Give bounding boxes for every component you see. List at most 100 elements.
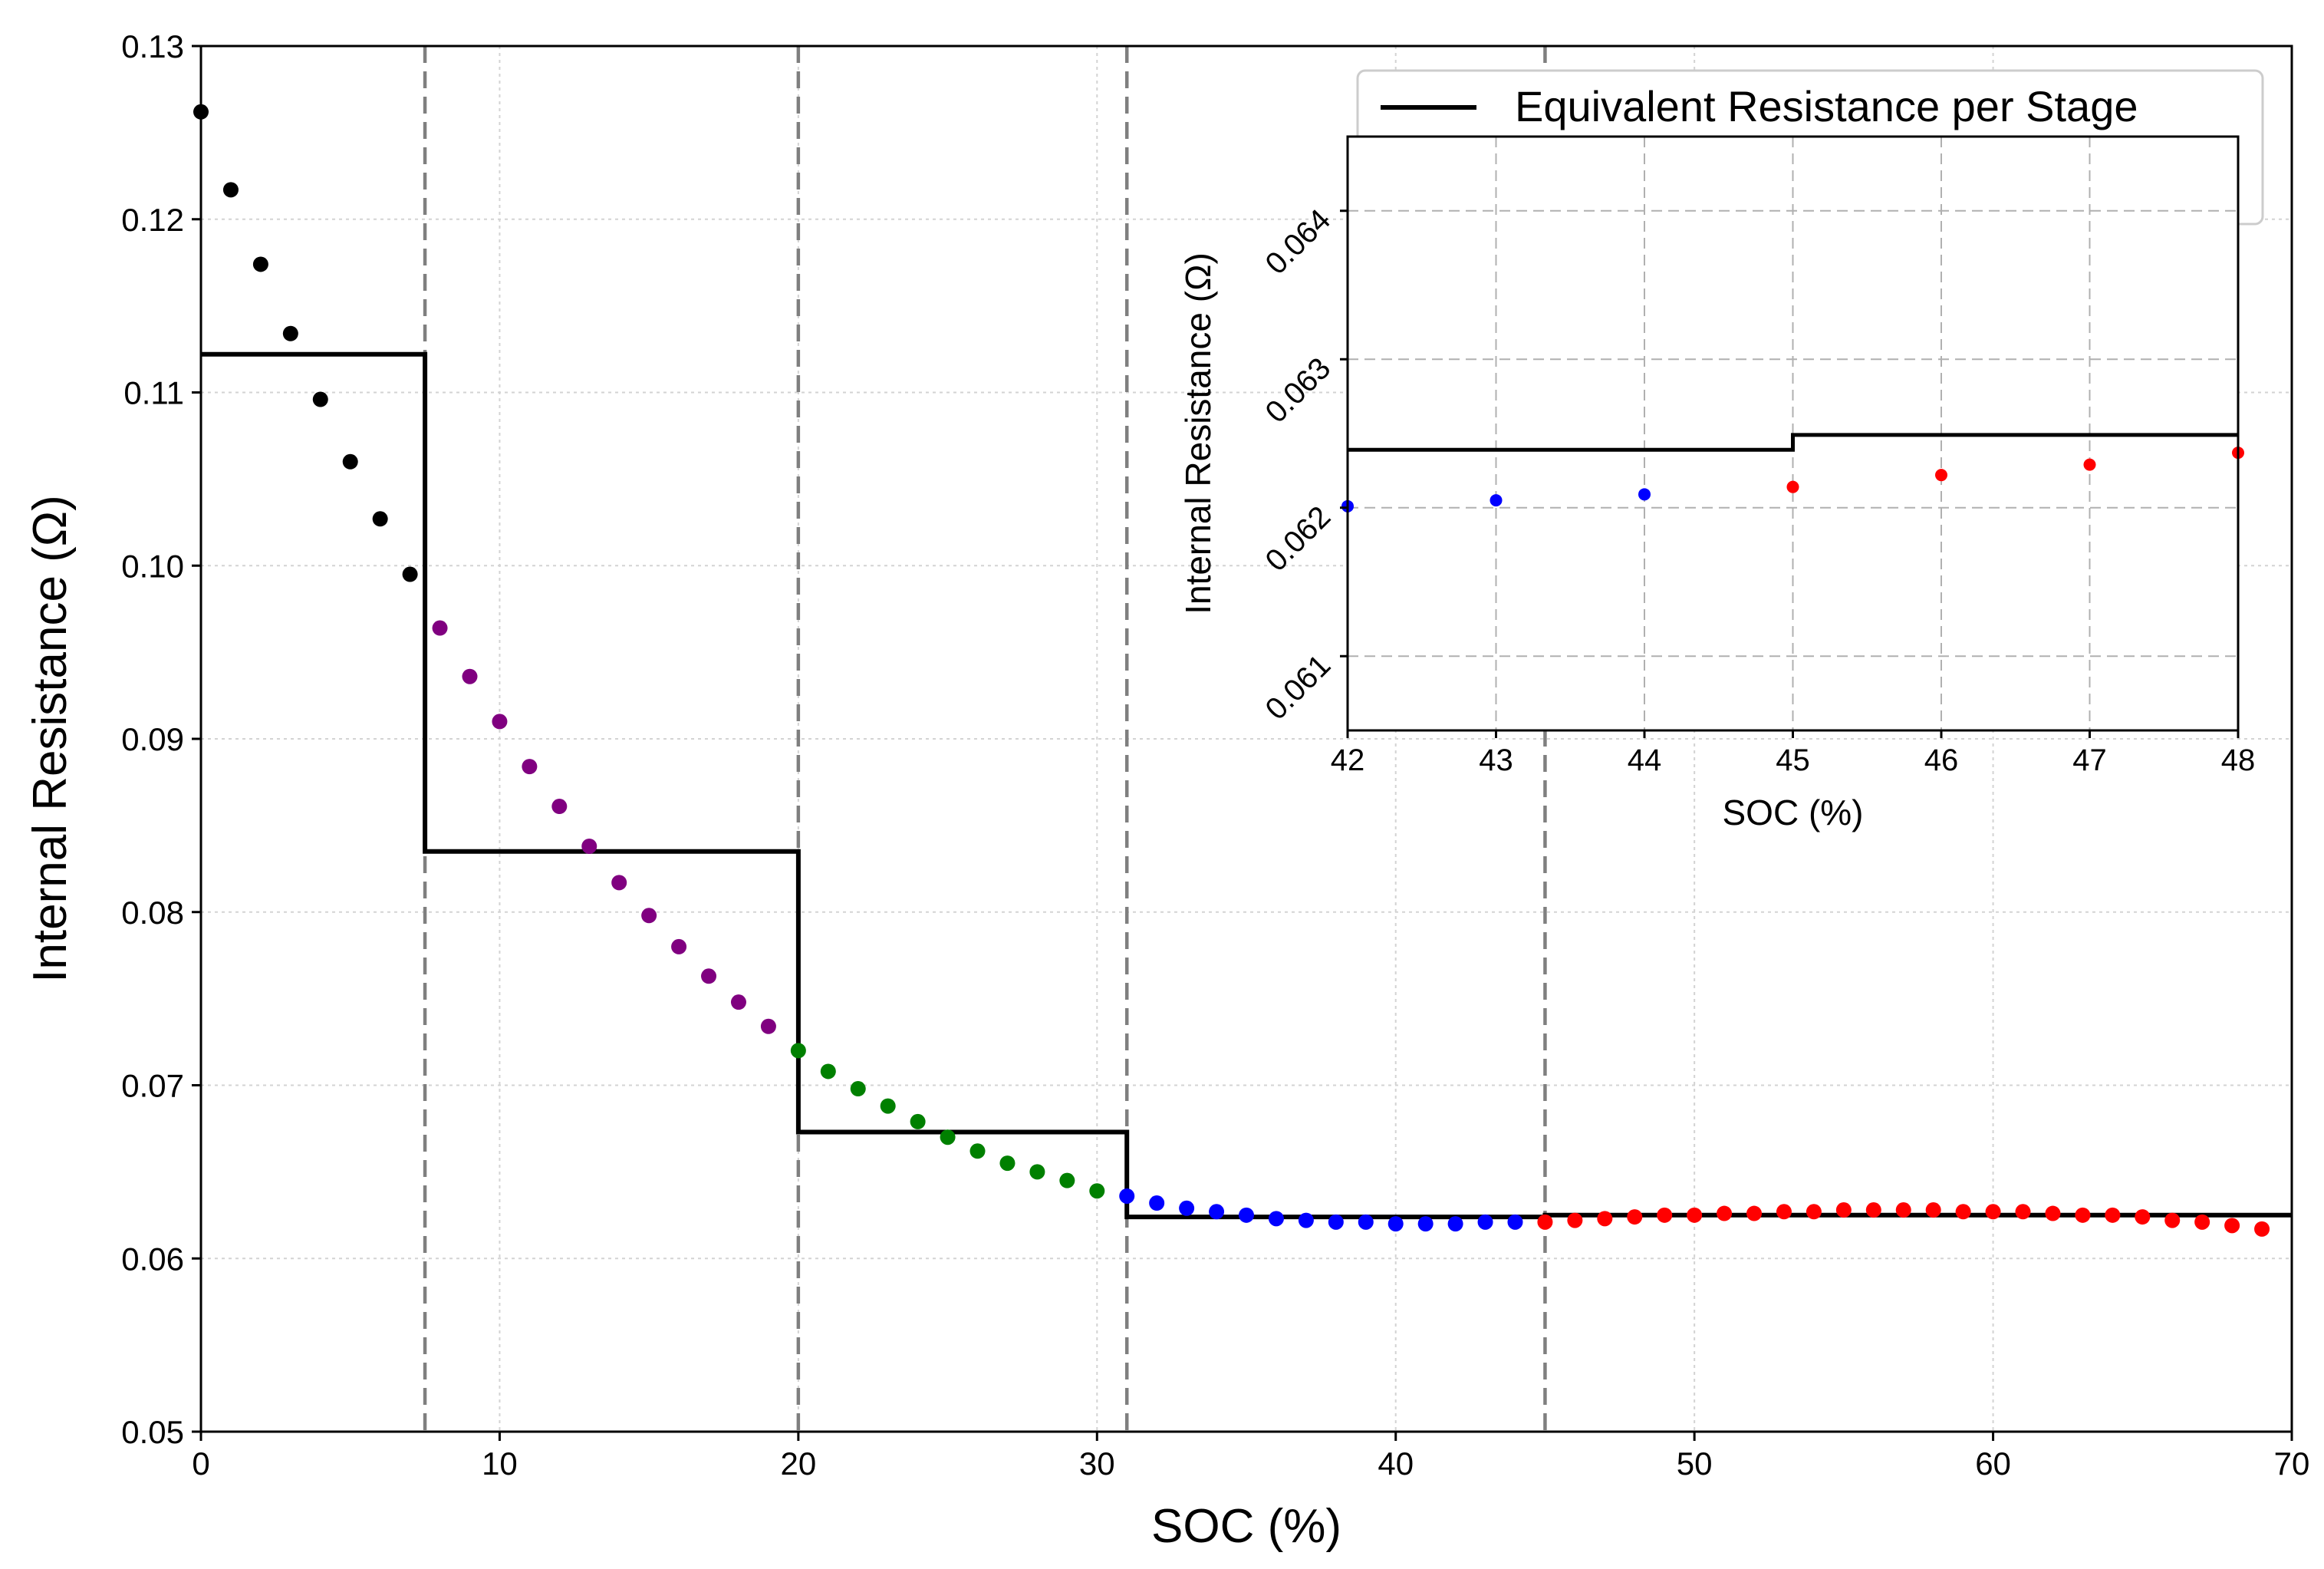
x-axis-label: SOC (%): [1151, 1500, 1341, 1553]
stage-5-point: [1597, 1211, 1613, 1227]
stage-4-point: [1447, 1216, 1463, 1232]
stage-1-point: [252, 256, 268, 272]
x-tick-label: 44: [1628, 743, 1662, 777]
stage-3-point: [940, 1129, 956, 1145]
stage-3-point: [1089, 1183, 1105, 1199]
stage-1-point: [312, 391, 328, 407]
stage-4-point: [1239, 1207, 1254, 1223]
x-tick-label: 0: [192, 1445, 209, 1482]
y-tick-label: 0.11: [123, 375, 184, 411]
stage-2-point: [641, 908, 657, 924]
stage-5-point: [2135, 1209, 2151, 1225]
stage-2-point: [581, 838, 597, 854]
stage-5-point: [2224, 1218, 2240, 1234]
stage-2-point: [551, 799, 568, 815]
stage-4-point: [1119, 1188, 1135, 1204]
stage-5-point: [1895, 1202, 1911, 1218]
stage-4-point: [1490, 494, 1503, 507]
stage-4-point: [1209, 1204, 1225, 1220]
stage-1-point: [372, 511, 388, 527]
stage-2-point: [730, 994, 746, 1010]
stage-4-point: [1477, 1214, 1493, 1230]
stage-5-point: [2045, 1205, 2061, 1221]
stage-3-point: [969, 1143, 986, 1159]
stage-5-point: [1935, 469, 1947, 482]
x-tick-label: 70: [2274, 1445, 2310, 1482]
stage-5-point: [1955, 1204, 1971, 1220]
y-axis-label: Internal Resistance (Ω): [24, 495, 77, 983]
x-tick-label: 20: [780, 1445, 816, 1482]
stage-4-point: [1298, 1212, 1314, 1228]
stage-5-point: [1985, 1204, 2001, 1220]
stage-3-point: [880, 1098, 896, 1114]
stage-2-point: [522, 759, 538, 775]
y-tick-label: 0.06: [121, 1241, 184, 1277]
stage-3-point: [1029, 1164, 1045, 1180]
stage-5-point: [2254, 1221, 2270, 1237]
stage-4-point: [1417, 1216, 1434, 1232]
stage-5-point: [2015, 1204, 2031, 1220]
stage-5-point: [2194, 1214, 2210, 1230]
y-tick-label: 0.08: [121, 895, 184, 931]
y-tick-label: 0.09: [121, 721, 184, 757]
x-tick-label: 48: [2221, 743, 2256, 777]
x-tick-label: 40: [1378, 1445, 1414, 1482]
stage-5-point: [1657, 1207, 1673, 1223]
stage-5-point: [1806, 1204, 1822, 1220]
stage-2-point: [611, 875, 627, 891]
stage-5-point: [2083, 458, 2096, 471]
stage-5-point: [1786, 480, 1799, 493]
x-tick-label: 30: [1079, 1445, 1115, 1482]
stage-5-point: [1746, 1205, 1763, 1221]
stage-2-point: [671, 938, 687, 954]
stage-1-point: [282, 325, 298, 341]
stage-2-point: [462, 668, 478, 684]
stage-4-point: [1358, 1214, 1374, 1230]
stage-4-point: [1507, 1214, 1523, 1230]
x-tick-label: 43: [1479, 743, 1513, 777]
stage-3-point: [1059, 1172, 1075, 1188]
x-tick-label: 46: [1924, 743, 1959, 777]
y-tick-label: 0.10: [121, 548, 184, 584]
stage-5-point: [1717, 1205, 1733, 1221]
stage-1-point: [222, 182, 239, 198]
stage-2-point: [760, 1018, 776, 1034]
x-tick-label: 45: [1776, 743, 1810, 777]
stage-1-point: [342, 453, 358, 470]
x-axis-label: SOC (%): [1723, 793, 1864, 832]
stage-3-point: [790, 1043, 806, 1059]
stage-3-point: [820, 1063, 836, 1080]
stage-5-point: [1537, 1214, 1553, 1230]
stage-4-point: [1179, 1200, 1195, 1216]
x-tick-label: 47: [2072, 743, 2107, 777]
y-tick-label: 0.05: [121, 1414, 184, 1450]
x-tick-label: 60: [1975, 1445, 2011, 1482]
stage-3-point: [910, 1113, 926, 1129]
stage-5-point: [2164, 1212, 2181, 1228]
stage-4-point: [1268, 1211, 1284, 1227]
stage-2-point: [701, 968, 717, 984]
stage-5-point: [1865, 1202, 1881, 1218]
stage-4-point: [1149, 1195, 1165, 1211]
x-tick-label: 50: [1677, 1445, 1713, 1482]
y-axis-label: Internal Resistance (Ω): [1178, 252, 1218, 615]
stage-5-point: [1567, 1212, 1583, 1228]
stage-5-point: [1687, 1207, 1703, 1223]
stage-2-point: [432, 620, 448, 636]
stage-5-point: [2075, 1207, 2091, 1223]
equivalent-resistance-step-line: [1348, 433, 2238, 452]
stage-5-point: [1835, 1202, 1852, 1218]
legend-label: Equivalent Resistance per Stage: [1515, 82, 2138, 130]
stage-5-point: [1776, 1204, 1792, 1220]
stage-5-point: [1925, 1202, 1941, 1218]
y-tick-label: 0.13: [121, 28, 184, 64]
stage-5-point: [1627, 1209, 1643, 1225]
x-tick-label: 42: [1331, 743, 1365, 777]
stage-1-point: [402, 566, 418, 582]
stage-2-point: [492, 714, 508, 730]
stage-4-point: [1328, 1214, 1344, 1230]
y-tick-label: 0.07: [121, 1068, 184, 1104]
